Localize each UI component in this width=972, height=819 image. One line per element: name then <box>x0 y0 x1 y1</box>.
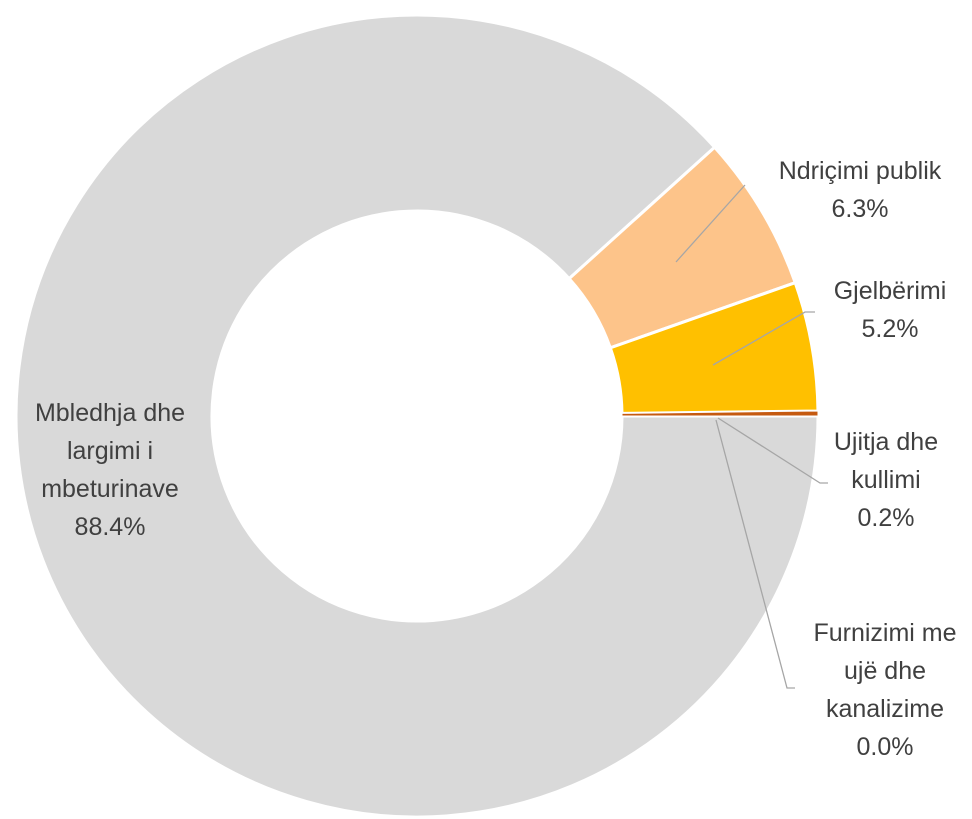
value-label: 0.2% <box>857 504 915 532</box>
category-name: Ujitja dhe kullimi <box>833 428 939 494</box>
slices <box>14 13 820 819</box>
value-label: 0.0% <box>856 733 914 761</box>
data-label: Gjelbërimi 5.2% <box>815 272 965 348</box>
value-label: 6.3% <box>831 195 889 223</box>
data-label: Furnizimi me ujë dhe kanalizime 0.0% <box>799 614 971 766</box>
value-label: 5.2% <box>861 315 919 343</box>
data-label: Mbledhja dhe largimi i mbeturinave 88.4% <box>10 394 210 546</box>
category-name: Furnizimi me ujë dhe kanalizime <box>813 619 957 723</box>
leader-line <box>715 419 795 689</box>
leader-line <box>717 417 828 484</box>
data-label: Ndriçimi publik 6.3% <box>745 152 972 228</box>
category-name: Ndriçimi publik <box>778 157 942 185</box>
data-label: Ujitja dhe kullimi 0.2% <box>816 423 956 537</box>
leader-line <box>675 184 746 263</box>
category-name: Mbledhja dhe largimi i mbeturinave <box>34 399 186 503</box>
value-label: 88.4% <box>74 513 146 541</box>
leader-line <box>712 311 815 366</box>
category-name: Gjelbërimi <box>833 277 947 305</box>
donut-slice <box>14 13 820 819</box>
